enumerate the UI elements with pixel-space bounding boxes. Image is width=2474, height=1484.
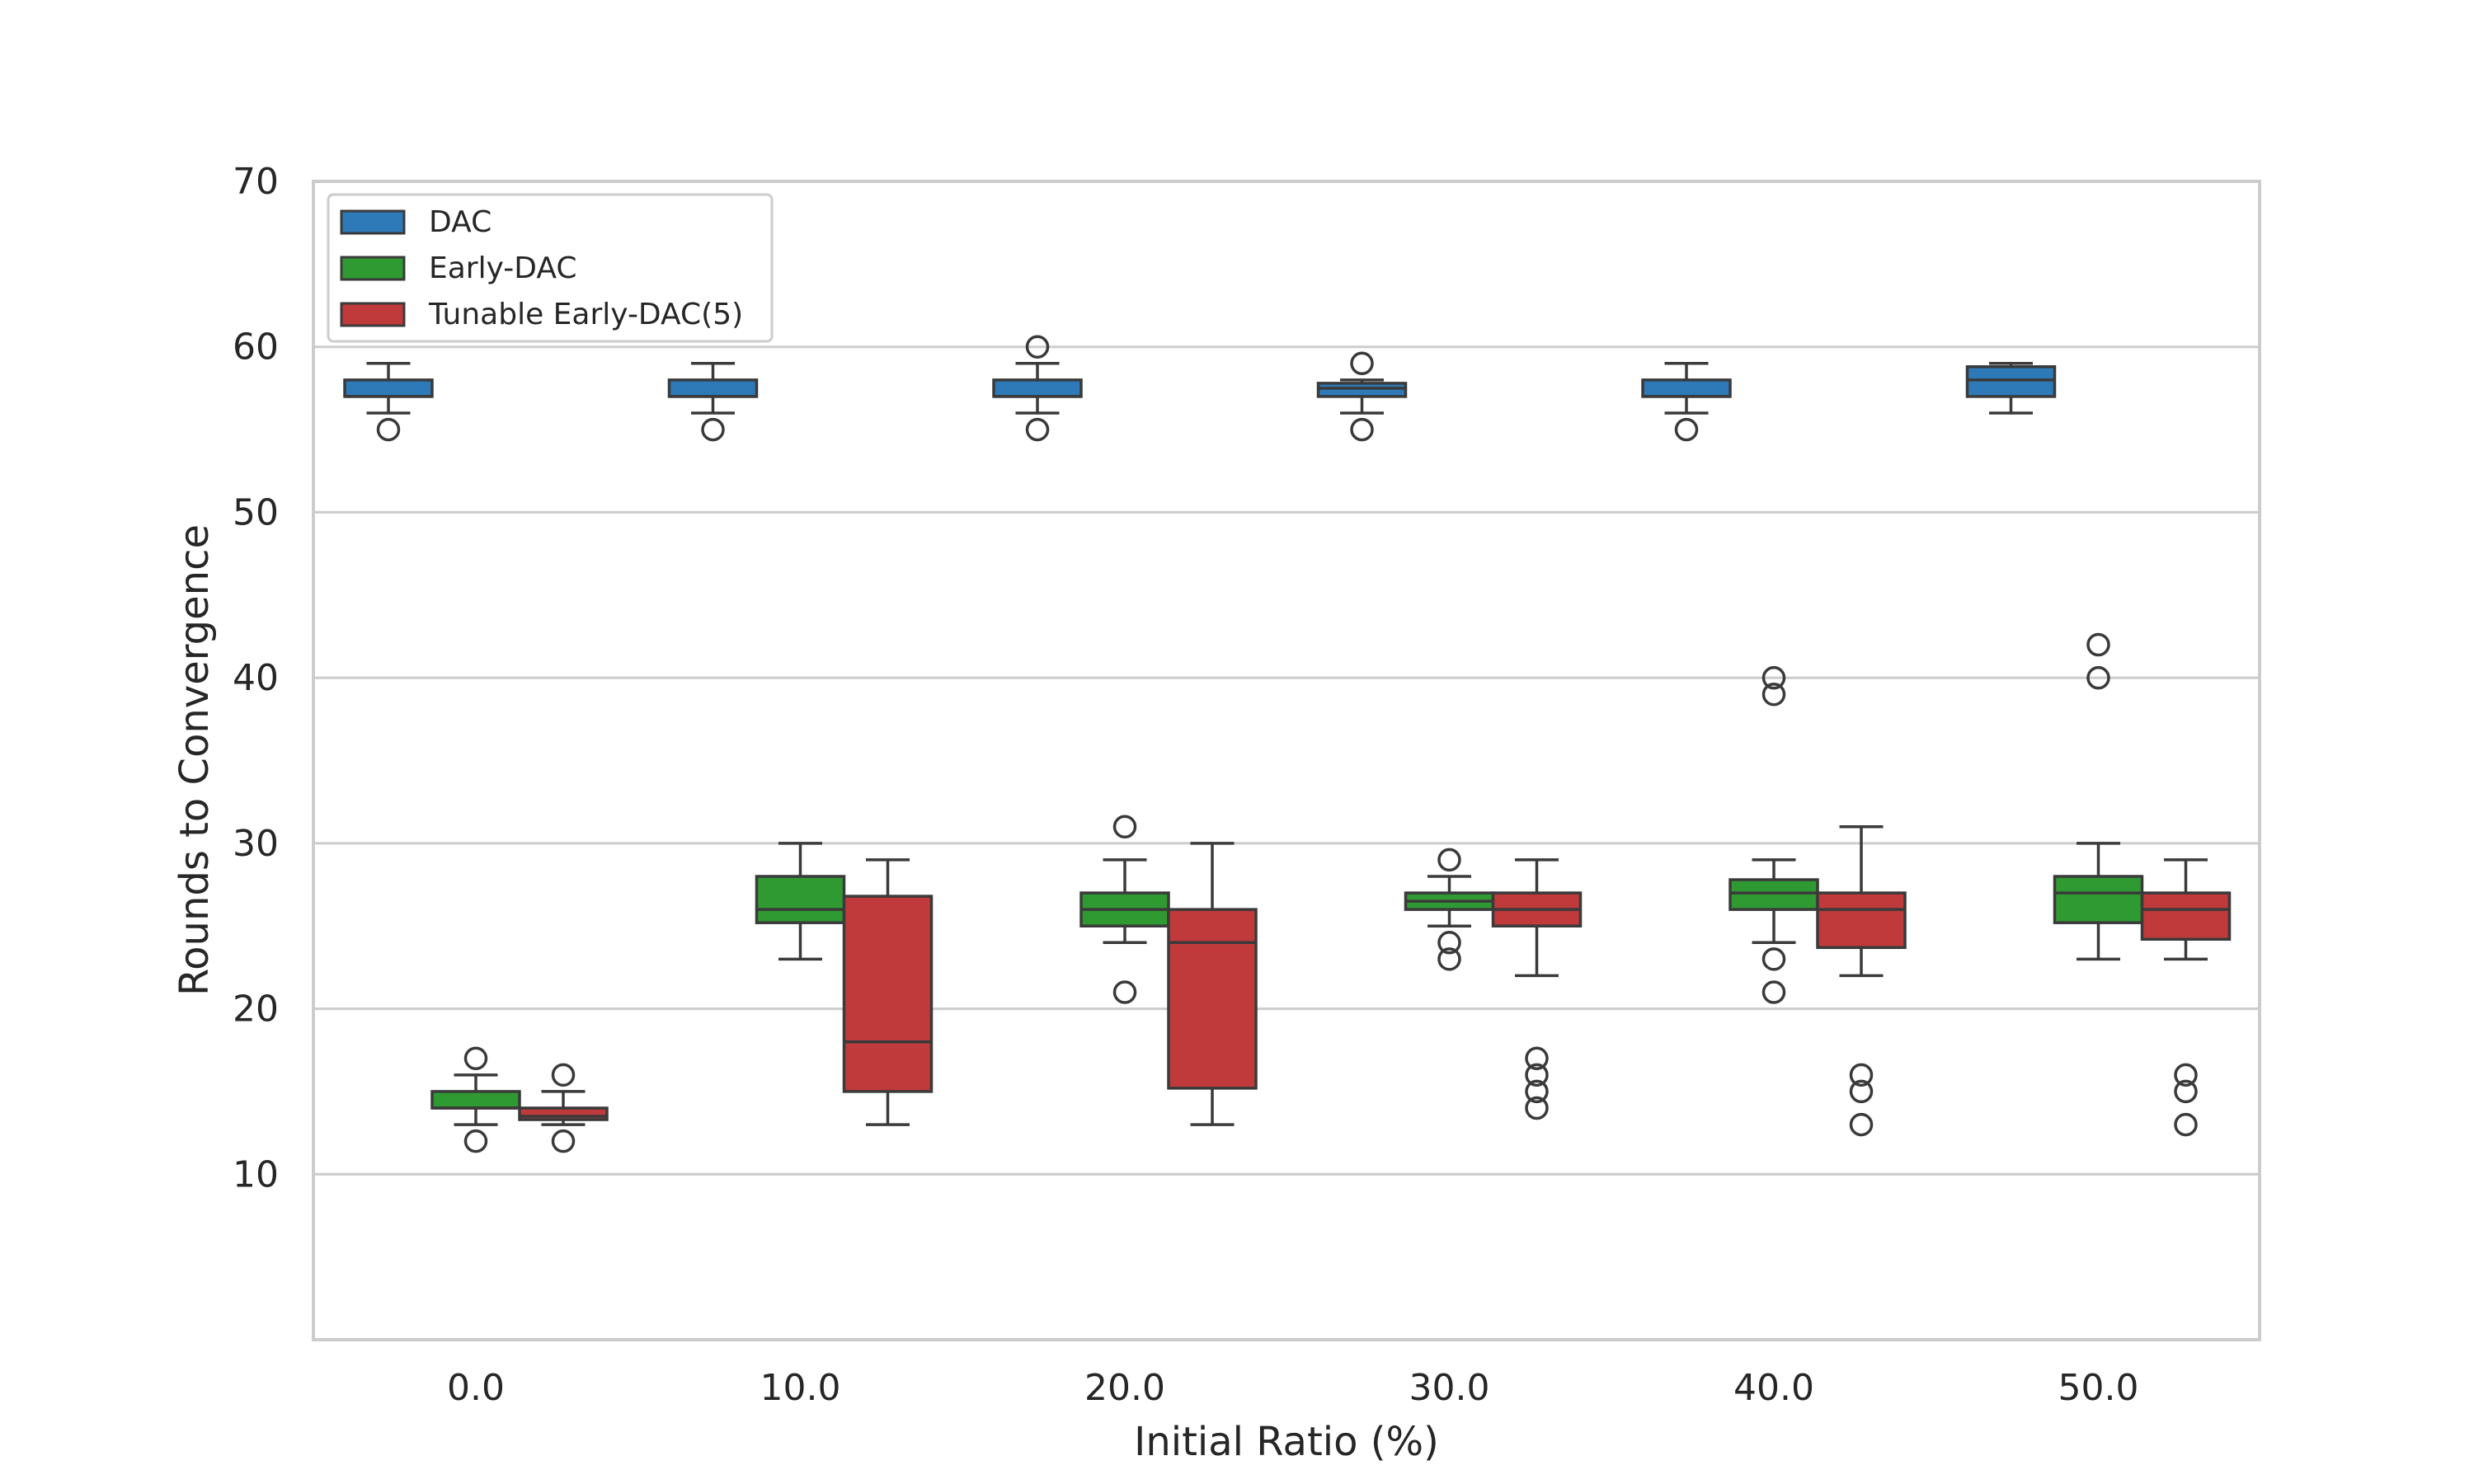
outlier-point xyxy=(551,1063,576,1087)
box-body xyxy=(992,378,1083,398)
box-0-3 xyxy=(1316,351,1408,442)
box-1-1 xyxy=(755,842,846,961)
outlier-point xyxy=(1761,682,1786,707)
outlier-point xyxy=(701,417,725,442)
box-body xyxy=(518,1106,609,1121)
x-tick-label: 50.0 xyxy=(2058,1367,2139,1409)
box-0-0 xyxy=(343,362,434,442)
outlier-point xyxy=(1674,417,1699,442)
legend: DAC Early-DAC Tunable Early-DAC(5) xyxy=(327,193,774,343)
outlier-point xyxy=(1849,1079,1874,1104)
outlier-point xyxy=(1112,980,1137,1004)
box-body xyxy=(755,875,846,924)
box-body xyxy=(667,378,759,398)
box-2-5 xyxy=(2140,858,2232,1137)
y-tick-label: 70 xyxy=(233,161,279,203)
box-1-2 xyxy=(1079,815,1170,1004)
box-body xyxy=(1965,365,2057,398)
box-body xyxy=(1167,908,1258,1090)
x-tick-label: 0.0 xyxy=(447,1367,505,1409)
y-axis-label: Rounds to Convergence xyxy=(172,524,218,996)
y-axis-ticks: 10 20 30 40 50 60 70 xyxy=(233,161,279,1195)
outlier-point xyxy=(1525,1096,1549,1120)
box-2-3 xyxy=(1491,858,1583,1120)
box-0-4 xyxy=(1641,362,1732,442)
y-tick-label: 40 xyxy=(233,657,279,699)
series-early-dac xyxy=(430,632,2144,1153)
outlier-point xyxy=(1525,1063,1549,1087)
outlier-point xyxy=(1437,931,1461,955)
outlier-point xyxy=(2086,632,2110,657)
outlier-point xyxy=(1112,815,1137,839)
outlier-point xyxy=(551,1129,576,1153)
x-tick-label: 10.0 xyxy=(760,1367,841,1409)
outlier-point xyxy=(1849,1063,1874,1087)
outlier-point xyxy=(1761,665,1786,690)
outlier-point xyxy=(376,417,401,442)
box-1-5 xyxy=(2053,632,2144,961)
series-tunable-early-dac-5- xyxy=(518,825,2232,1153)
outlier-point xyxy=(2086,665,2110,690)
outlier-point xyxy=(1761,980,1786,1004)
series-dac xyxy=(343,335,2057,442)
legend-label: Early-DAC xyxy=(429,251,577,285)
y-tick-label: 60 xyxy=(233,326,279,369)
outlier-point xyxy=(1025,335,1050,359)
outlier-point xyxy=(1761,947,1786,971)
x-axis-ticks: 0.0 10.0 20.0 30.0 40.0 50.0 xyxy=(447,1367,2138,1409)
outlier-point xyxy=(2174,1063,2198,1087)
legend-swatch xyxy=(340,302,406,327)
box-2-2 xyxy=(1167,842,1258,1126)
outlier-point xyxy=(2174,1112,2198,1137)
legend-swatch xyxy=(340,256,406,281)
y-tick-label: 20 xyxy=(233,989,279,1031)
x-tick-label: 30.0 xyxy=(1409,1367,1490,1409)
plot-frame xyxy=(312,180,2261,1341)
outlier-point xyxy=(1350,417,1374,442)
outlier-point xyxy=(1350,351,1374,376)
outlier-point xyxy=(463,1046,488,1071)
outlier-point xyxy=(1849,1112,1874,1137)
box-plot-series xyxy=(343,335,2232,1153)
y-tick-label: 50 xyxy=(233,491,279,533)
y-tick-label: 30 xyxy=(233,823,279,865)
legend-label: Tunable Early-DAC(5) xyxy=(428,298,743,331)
outlier-point xyxy=(1437,848,1461,872)
outlier-point xyxy=(2174,1079,2198,1104)
legend-swatch xyxy=(340,209,406,235)
outlier-point xyxy=(1025,417,1050,442)
box-1-0 xyxy=(430,1046,521,1153)
x-axis-label: Initial Ratio (%) xyxy=(1134,1419,1439,1465)
box-body xyxy=(343,378,434,398)
box-body xyxy=(842,895,934,1093)
x-tick-label: 40.0 xyxy=(1733,1367,1814,1409)
y-tick-label: 10 xyxy=(233,1153,279,1195)
legend-label: DAC xyxy=(429,205,492,239)
box-body xyxy=(1729,878,1819,911)
outlier-point xyxy=(1525,1046,1549,1071)
box-2-1 xyxy=(842,858,934,1126)
box-body xyxy=(1641,378,1732,398)
box-0-1 xyxy=(667,362,759,442)
box-body xyxy=(430,1090,521,1110)
box-body xyxy=(1816,891,1907,950)
box-1-4 xyxy=(1729,665,1819,1004)
outlier-point xyxy=(1525,1079,1549,1104)
box-body xyxy=(2053,875,2144,924)
box-body xyxy=(2140,891,2232,942)
box-1-3 xyxy=(1404,848,1495,971)
box-0-5 xyxy=(1965,362,2057,415)
box-2-0 xyxy=(518,1063,609,1153)
outlier-point xyxy=(463,1129,488,1153)
box-2-4 xyxy=(1816,825,1907,1137)
box-body xyxy=(1316,382,1408,398)
box-0-2 xyxy=(992,335,1083,442)
outlier-point xyxy=(1437,947,1461,971)
legend-box xyxy=(327,193,774,343)
x-tick-label: 20.0 xyxy=(1084,1367,1165,1409)
